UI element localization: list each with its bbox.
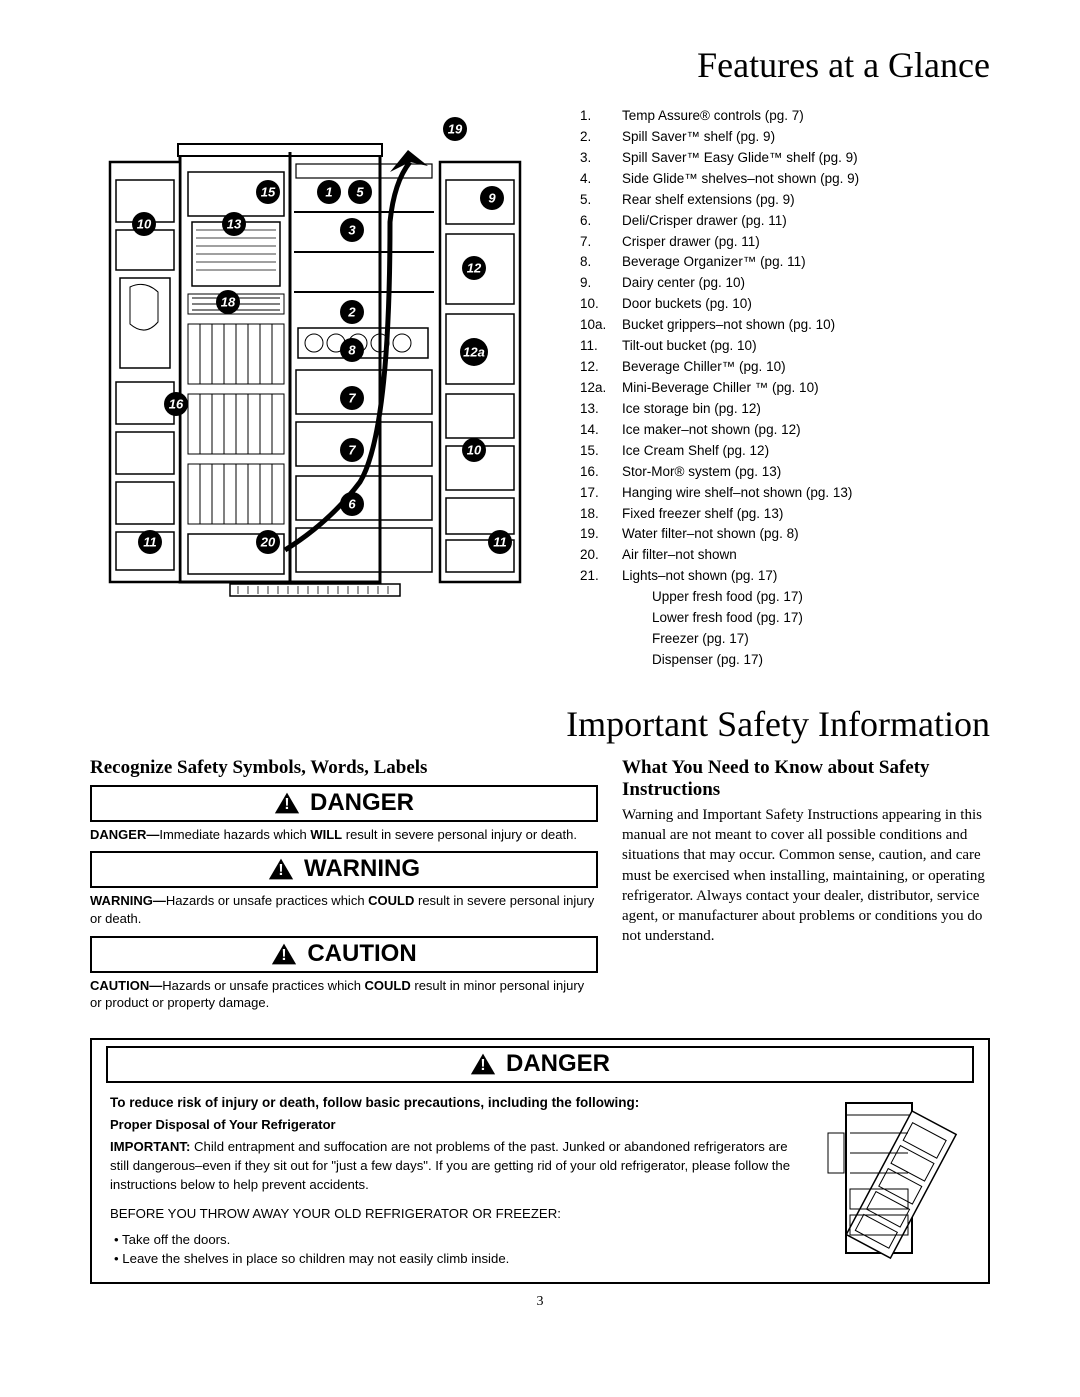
danger-step: Leave the shelves in place so children m… (110, 1249, 804, 1268)
safety-title: Important Safety Information (90, 701, 990, 751)
callout-label: 11 (493, 535, 507, 550)
callout-label: 8 (348, 343, 356, 358)
feature-item: 13.Ice storage bin (pg. 12) (580, 399, 990, 420)
recognize-heading: Recognize Safety Symbols, Words, Labels (90, 757, 598, 779)
danger-important: IMPORTANT: Child entrapment and suffocat… (110, 1137, 804, 1194)
svg-text:!: ! (282, 947, 287, 964)
warning-label: WARNING (304, 855, 420, 883)
feature-item: 11.Tilt-out bucket (pg. 10) (580, 336, 990, 357)
callout-label: 15 (261, 185, 276, 200)
warning-triangle-icon: ! (470, 1052, 496, 1076)
caution-desc: CAUTION—Hazards or unsafe practices whic… (90, 977, 598, 1012)
lights-sub-item: Lower fresh food (pg. 17) (652, 608, 990, 629)
callout-label: 11 (143, 535, 157, 550)
callout-label: 13 (227, 217, 242, 232)
feature-item: 17.Hanging wire shelf–not shown (pg. 13) (580, 483, 990, 504)
feature-item: 12.Beverage Chiller™ (pg. 10) (580, 357, 990, 378)
callout-label: 12a (463, 345, 485, 360)
feature-item: 5.Rear shelf extensions (pg. 9) (580, 190, 990, 211)
svg-text:!: ! (284, 796, 289, 813)
feature-item: 3.Spill Saver™ Easy Glide™ shelf (pg. 9) (580, 148, 990, 169)
svg-text:!: ! (278, 863, 283, 880)
feature-item: 7.Crisper drawer (pg. 11) (580, 232, 990, 253)
fridge-svg: 19151591013312182812a7167106112011 (90, 102, 560, 602)
know-heading: What You Need to Know about Safety Instr… (622, 757, 990, 801)
feature-item: 8.Beverage Organizer™ (pg. 11) (580, 252, 990, 273)
feature-item: 15.Ice Cream Shelf (pg. 12) (580, 441, 990, 462)
caution-label: CAUTION (307, 940, 416, 968)
danger-before: BEFORE YOU THROW AWAY YOUR OLD REFRIGERA… (110, 1204, 804, 1223)
svg-text:!: ! (480, 1057, 485, 1074)
know-body: Warning and Important Safety Instruction… (622, 805, 990, 947)
danger-box: ! DANGER (90, 785, 598, 822)
feature-item: 10a.Bucket grippers–not shown (pg. 10) (580, 315, 990, 336)
callout-label: 6 (348, 497, 356, 512)
danger-step: Take off the doors. (110, 1230, 804, 1249)
lights-sub-item: Freezer (pg. 17) (652, 629, 990, 650)
callout-label: 16 (169, 397, 184, 412)
warning-triangle-icon: ! (274, 791, 300, 815)
warning-desc: WARNING—Hazards or unsafe practices whic… (90, 892, 598, 927)
warning-box: ! WARNING (90, 851, 598, 888)
know-column: What You Need to Know about Safety Instr… (622, 757, 990, 1020)
feature-item: 1.Temp Assure® controls (pg. 7) (580, 106, 990, 127)
feature-item: 14.Ice maker–not shown (pg. 12) (580, 420, 990, 441)
danger-sub: Proper Disposal of Your Refrigerator (110, 1116, 804, 1135)
feature-item: 18.Fixed freezer shelf (pg. 13) (580, 504, 990, 525)
feature-item: 4.Side Glide™ shelves–not shown (pg. 9) (580, 169, 990, 190)
danger-label: DANGER (310, 789, 414, 817)
warning-triangle-icon: ! (271, 942, 297, 966)
feature-item: 20.Air filter–not shown (580, 545, 990, 566)
danger-panel: ! DANGER To reduce risk of injury or dea… (90, 1038, 990, 1284)
danger-panel-label: DANGER (506, 1050, 610, 1078)
callout-label: 10 (137, 217, 152, 232)
callout-label: 10 (467, 443, 482, 458)
callout-label: 9 (488, 191, 496, 206)
disposal-fridge-illustration (820, 1093, 970, 1268)
feature-item: 12a.Mini-Beverage Chiller ™ (pg. 10) (580, 378, 990, 399)
feature-item: 2.Spill Saver™ shelf (pg. 9) (580, 127, 990, 148)
feature-item: 16.Stor-Mor® system (pg. 13) (580, 462, 990, 483)
features-row: 19151591013312182812a7167106112011 1.Tem… (90, 102, 990, 671)
feature-item: 10.Door buckets (pg. 10) (580, 294, 990, 315)
warning-triangle-icon: ! (268, 857, 294, 881)
danger-text: To reduce risk of injury or death, follo… (110, 1093, 804, 1268)
feature-item: 21.Lights–not shown (pg. 17) (580, 566, 990, 587)
callout-label: 5 (356, 185, 364, 200)
callout-label: 12 (467, 261, 482, 276)
callout-label: 19 (448, 122, 463, 137)
callout-label: 7 (348, 391, 356, 406)
lights-sub-item: Dispenser (pg. 17) (652, 650, 990, 671)
callout-label: 1 (325, 185, 332, 200)
caution-box: ! CAUTION (90, 936, 598, 973)
fridge-diagram: 19151591013312182812a7167106112011 (90, 102, 560, 671)
callout-label: 18 (221, 295, 236, 310)
features-title: Features at a Glance (90, 40, 990, 94)
callout-label: 7 (348, 443, 356, 458)
page-number: 3 (90, 1294, 990, 1310)
danger-desc: DANGER—Immediate hazards which WILL resu… (90, 826, 598, 844)
feature-item: 19.Water filter–not shown (pg. 8) (580, 524, 990, 545)
safety-row: Recognize Safety Symbols, Words, Labels … (90, 757, 990, 1020)
feature-item: 6.Deli/Crisper drawer (pg. 11) (580, 211, 990, 232)
feature-list: 1.Temp Assure® controls (pg. 7)2.Spill S… (580, 102, 990, 671)
danger-lead: To reduce risk of injury or death, follo… (110, 1093, 804, 1113)
feature-item: 9.Dairy center (pg. 10) (580, 273, 990, 294)
lights-sub-item: Upper fresh food (pg. 17) (652, 587, 990, 608)
callout-label: 2 (347, 305, 356, 320)
recognize-column: Recognize Safety Symbols, Words, Labels … (90, 757, 598, 1020)
callout-label: 20 (260, 535, 276, 550)
callout-label: 3 (348, 223, 356, 238)
danger-panel-head: ! DANGER (106, 1046, 974, 1083)
